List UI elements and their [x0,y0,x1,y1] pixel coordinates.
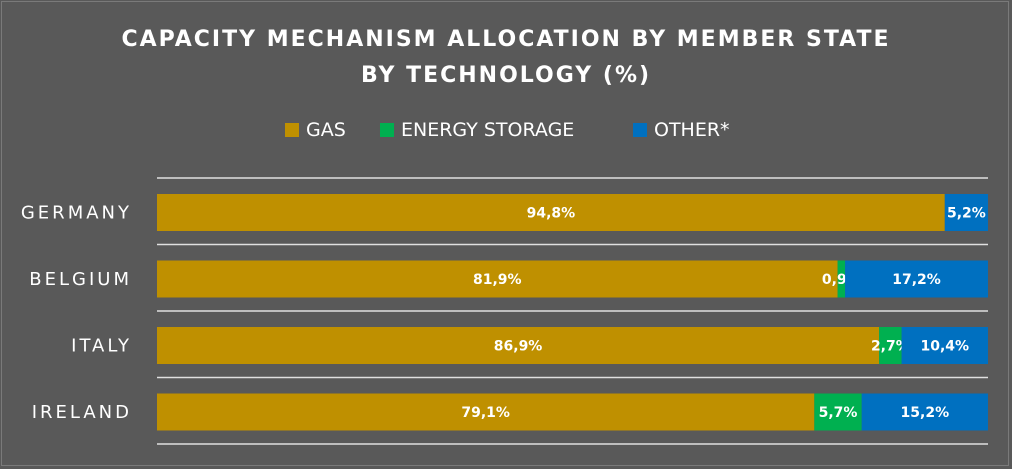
data-label-ireland-energy-storage: 5,7% [819,405,858,421]
chart-title: CAPACITY MECHANISM ALLOCATION BY MEMBER … [121,27,890,52]
category-label-belgium: BELGIUM [29,269,132,290]
data-label-italy-gas: 86,9% [494,339,543,355]
bar-italy-other [901,327,988,364]
data-label-germany-gas: 94,8% [527,206,576,222]
bar-belgium-energy-storage [837,260,846,298]
legend-swatch-energy-storage [380,123,394,137]
legend-label-gas: GAS [306,119,346,141]
data-label-ireland-gas: 79,1% [461,405,510,421]
category-separators [157,177,988,445]
bar-germany-other [944,194,988,231]
legend-label-other: OTHER* [654,119,730,141]
data-label-belgium-gas: 81,9% [473,272,522,288]
bar-italy-gas [157,327,880,364]
data-label-italy-energy-storage: 2,7% [871,339,910,355]
data-label-belgium-other: 17,2% [892,272,941,288]
bar-italy-energy-storage [879,327,902,364]
data-label-italy-other: 10,4% [920,339,969,355]
chart-subtitle: BY TECHNOLOGY (%) [361,63,651,88]
bar-belgium-other [845,260,988,298]
legend-swatch-gas [285,123,299,137]
category-label-germany: GERMANY [21,203,132,224]
category-label-ireland: IRELAND [32,402,132,423]
chart-legend: GAS ENERGY STORAGE OTHER* [285,119,730,141]
bar-plot-area: 94,8% 5,2%81,9% 0,9% 17,2%86,9% 2,7% 10,4%79,… [157,194,988,431]
category-label-italy: ITALY [71,336,132,357]
category-axis: GERMANY BELGIUM ITALY IRELAND [21,203,132,424]
data-label-germany-other: 5,2% [947,206,986,222]
data-label-ireland-other: 15,2% [901,405,950,421]
legend-swatch-other [633,123,647,137]
bar-ireland-other [861,393,988,431]
bar-ireland-energy-storage [814,393,862,431]
legend-label-energy-storage: ENERGY STORAGE [401,119,574,141]
bar-ireland-gas [157,393,815,431]
bar-germany-gas [157,194,945,231]
bar-belgium-gas [157,260,838,298]
